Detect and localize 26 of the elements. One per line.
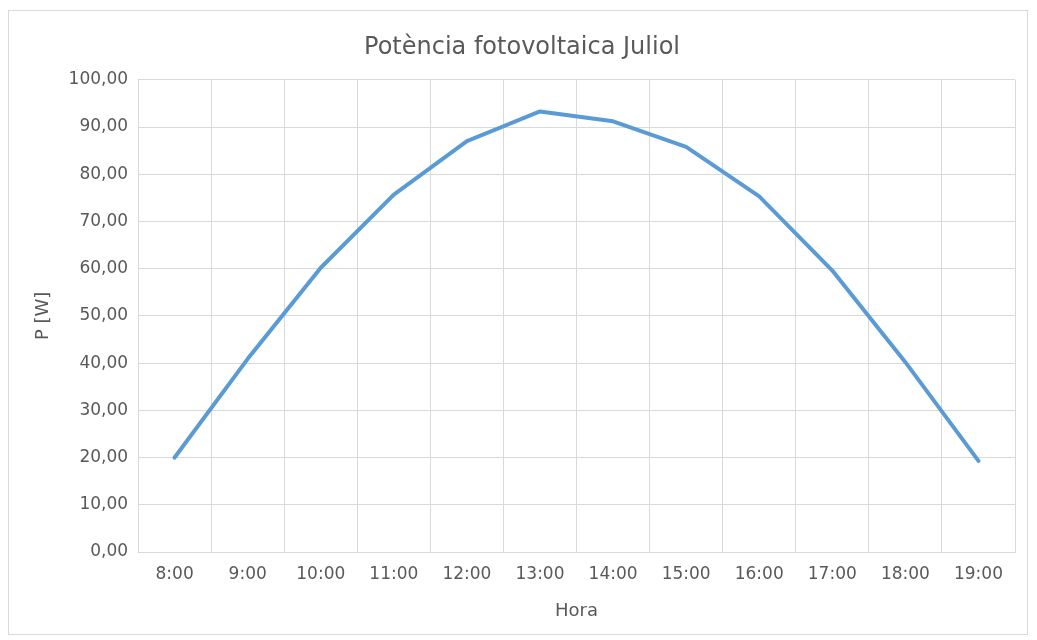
- y-tick-label: 70,00: [79, 209, 129, 230]
- x-tick-label: 16:00: [734, 562, 784, 583]
- y-tick-label: 30,00: [79, 398, 129, 419]
- y-tick-label: 80,00: [79, 162, 129, 183]
- x-tick-label: 14:00: [588, 562, 638, 583]
- y-tick-label: 100,00: [68, 68, 129, 89]
- y-axis-title: P [W]: [31, 291, 53, 341]
- y-tick-label: 90,00: [79, 115, 129, 136]
- y-tick-label: 50,00: [79, 304, 129, 325]
- y-tick-label: 40,00: [79, 351, 129, 372]
- x-tick-label: 12:00: [442, 562, 492, 583]
- x-tick-label: 17:00: [807, 562, 857, 583]
- chart-title: Potència fotovoltaica Juliol: [364, 31, 680, 60]
- y-tick-label: 20,00: [79, 445, 129, 466]
- y-tick-label: 0,00: [90, 540, 129, 561]
- x-tick-label: 18:00: [880, 562, 930, 583]
- x-tick-label: 13:00: [515, 562, 565, 583]
- x-tick-label: 15:00: [661, 562, 711, 583]
- x-tick-label: 11:00: [369, 562, 419, 583]
- x-tick-label: 8:00: [155, 562, 194, 583]
- x-tick-label: 19:00: [953, 562, 1003, 583]
- x-tick-label: 9:00: [228, 562, 267, 583]
- y-tick-label: 60,00: [79, 257, 129, 278]
- x-tick-label: 10:00: [296, 562, 346, 583]
- x-axis-title: Hora: [555, 598, 599, 620]
- y-tick-label: 10,00: [79, 493, 129, 514]
